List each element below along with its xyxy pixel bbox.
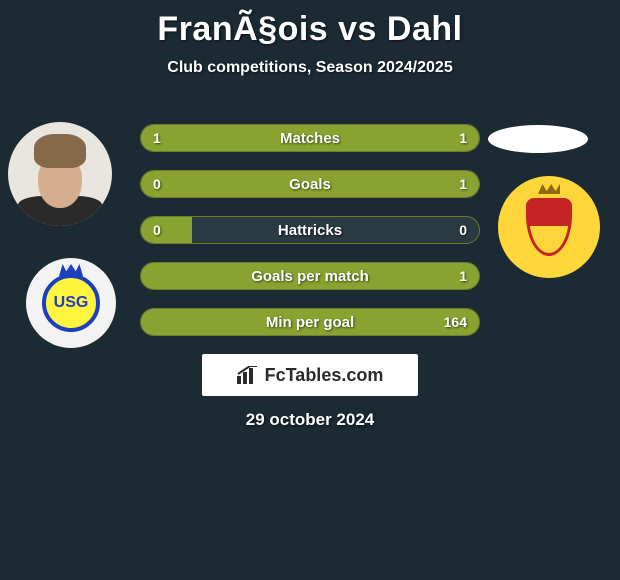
stat-value-right: 0 bbox=[459, 217, 467, 243]
page-title: FranÃ§ois vs Dahl bbox=[0, 0, 620, 49]
brand-text: FcTables.com bbox=[265, 365, 384, 386]
brand-box[interactable]: FcTables.com bbox=[202, 354, 418, 396]
stat-value-right: 1 bbox=[459, 263, 467, 289]
stat-value-left: 0 bbox=[153, 171, 161, 197]
snapshot-date: 29 october 2024 bbox=[0, 410, 620, 430]
stat-value-left: 0 bbox=[153, 217, 161, 243]
chart-icon bbox=[237, 366, 259, 384]
comparison-bars: 11Matches01Goals00Hattricks1Goals per ma… bbox=[140, 124, 480, 354]
stat-label: Hattricks bbox=[141, 217, 479, 243]
player-avatar-right-placeholder bbox=[488, 125, 588, 153]
crown-icon bbox=[59, 264, 83, 276]
stat-value-right: 1 bbox=[459, 125, 467, 151]
stat-value-right: 1 bbox=[459, 171, 467, 197]
player-avatar-left bbox=[8, 122, 112, 226]
stat-row: 01Goals bbox=[140, 170, 480, 198]
stat-value-right: 164 bbox=[444, 309, 467, 335]
crown-icon bbox=[538, 184, 560, 194]
stat-row: 1Goals per match bbox=[140, 262, 480, 290]
stat-row: 11Matches bbox=[140, 124, 480, 152]
stat-row: 0 0Hattricks bbox=[140, 216, 480, 244]
club-badge-right bbox=[498, 176, 600, 278]
subtitle: Club competitions, Season 2024/2025 bbox=[0, 59, 620, 77]
shield-icon bbox=[526, 198, 572, 256]
club-badge-left: USG bbox=[26, 258, 116, 348]
stat-row: 164Min per goal bbox=[140, 308, 480, 336]
club-left-initials: USG bbox=[54, 294, 89, 312]
stat-value-left: 1 bbox=[153, 125, 161, 151]
